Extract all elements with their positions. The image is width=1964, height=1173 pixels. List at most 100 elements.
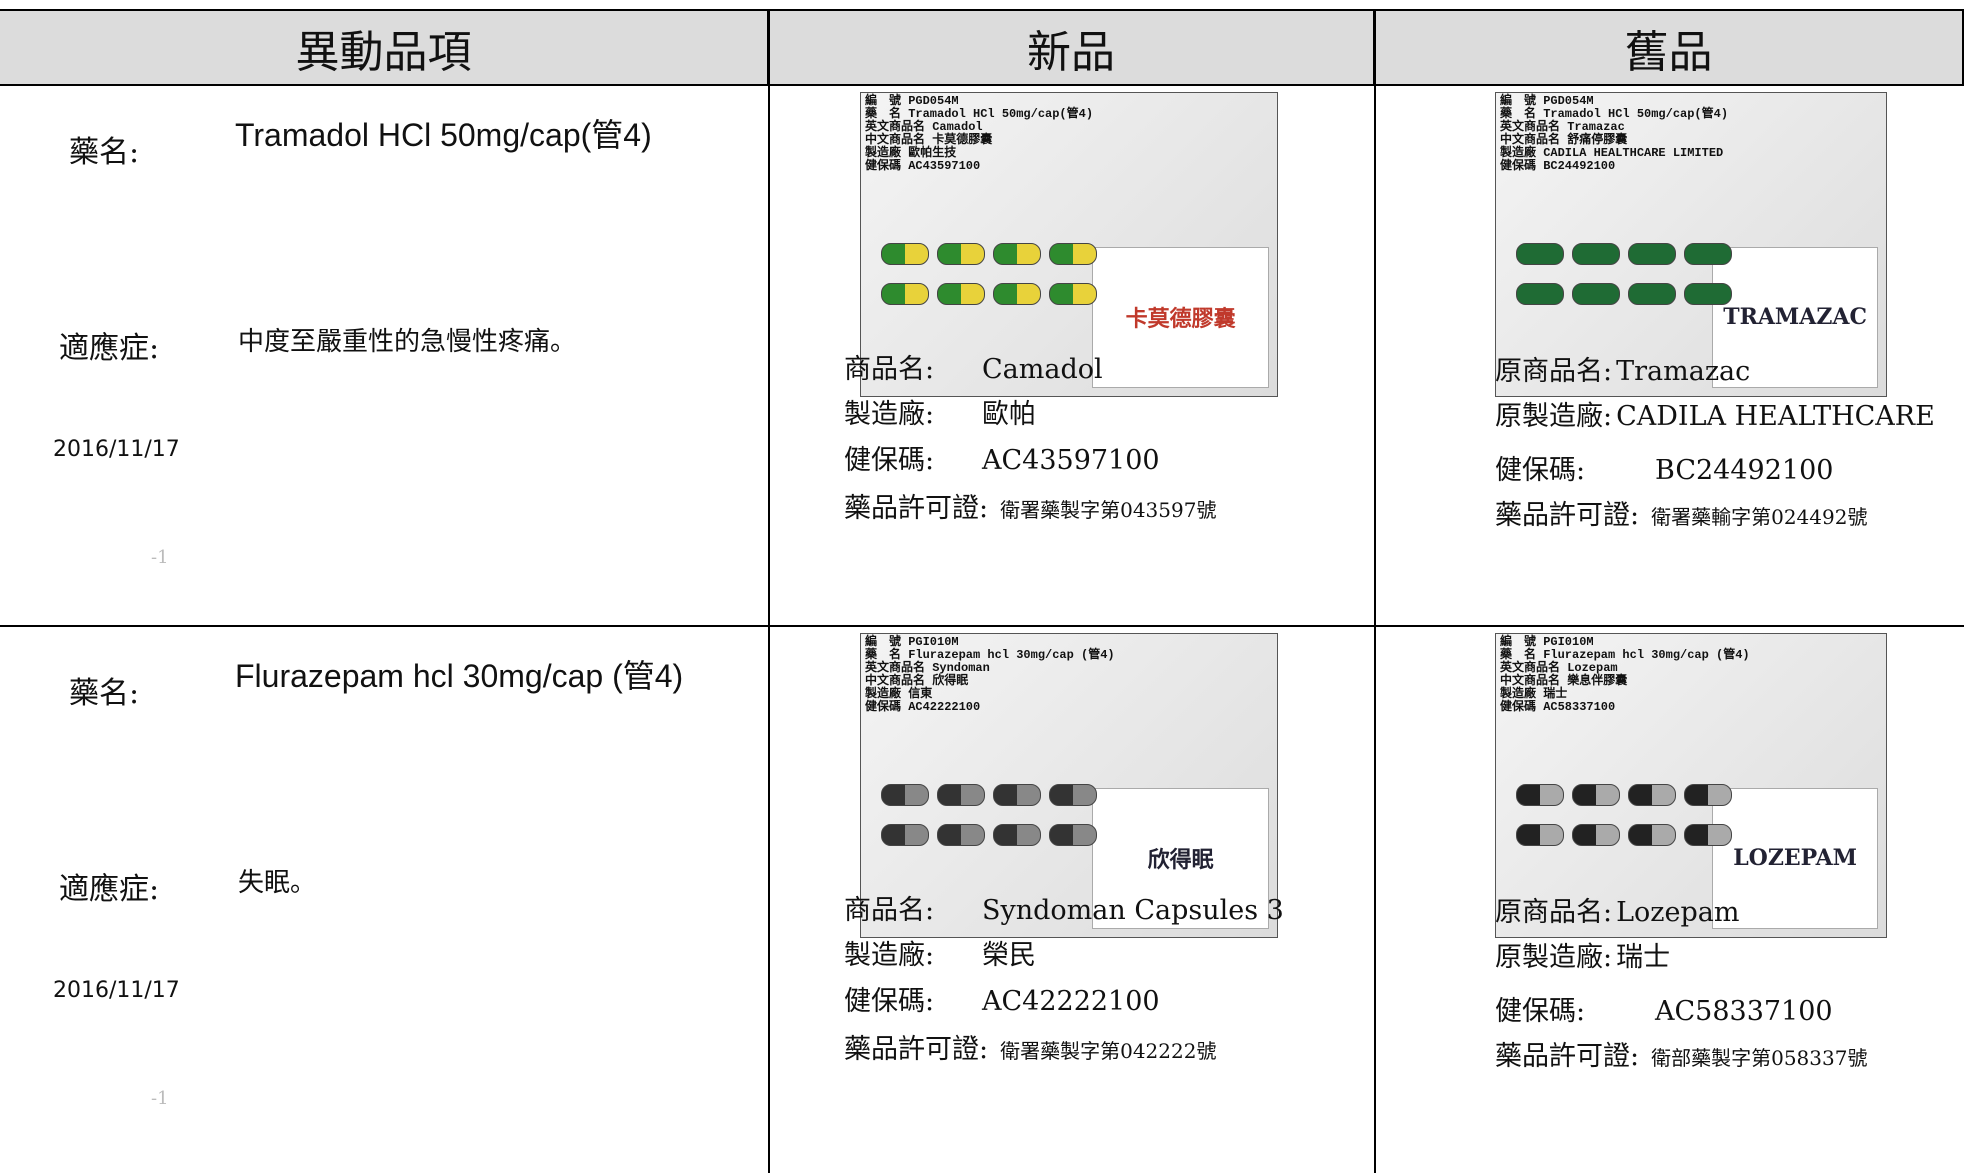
name-label: 藥名: <box>69 135 140 170</box>
field-label: 原製造廠: <box>1495 942 1613 973</box>
photo-label-line: 健保碼 AC43597100 <box>865 159 981 173</box>
capsule <box>1628 824 1676 846</box>
photo-label-line: 製造廠 信東 <box>865 687 933 701</box>
field-label: 藥品許可證: <box>844 493 989 524</box>
rule <box>0 9 1964 11</box>
field-label: 藥品許可證: <box>1495 500 1640 531</box>
field-value: 衛署藥製字第042222號 <box>1000 1039 1217 1063</box>
box-text: 欣得眠 <box>1092 787 1269 929</box>
drug-photo: 編 號 PGI010M 藥 名 Flurazepam hcl 30mg/cap (… <box>1495 633 1887 938</box>
field: 商品名: Camadol <box>844 347 1103 386</box>
field: 原製造廠: 瑞士 <box>1495 935 1670 974</box>
field-label: 商品名: <box>844 354 935 385</box>
column-header: 異動品項 <box>0 11 769 85</box>
photo-label: 編 號 PGI010M 藥 名 Flurazepam hcl 30mg/cap (… <box>1500 636 1750 714</box>
photo-label-line: 藥 名 Tramadol HCl 50mg/cap(管4) <box>1500 107 1729 121</box>
field-value: Camadol <box>982 354 1103 385</box>
indication-label: 適應症: <box>59 331 160 366</box>
photo-label: 編 號 PGI010M 藥 名 Flurazepam hcl 30mg/cap (… <box>865 636 1115 714</box>
photo-label-line: 英文商品名 Syndoman <box>865 661 990 675</box>
capsule <box>937 283 985 305</box>
capsule <box>1684 283 1732 305</box>
capsule <box>1049 243 1097 265</box>
photo-label-line: 編 號 PGI010M <box>1500 635 1594 649</box>
field: 藥品許可證: 衛署藥輸字第024492號 <box>1495 493 1867 532</box>
date: 2016/11/17 <box>53 437 180 462</box>
photo-label-line: 藥 名 Flurazepam hcl 30mg/cap (管4) <box>1500 648 1750 662</box>
field-value: 衛部藥製字第058337號 <box>1651 1046 1868 1070</box>
capsule <box>1572 784 1620 806</box>
drug-name: Flurazepam hcl 30mg/cap (管4) <box>235 658 684 694</box>
capsule <box>1572 283 1620 305</box>
field-value: CADILA HEALTHCARE <box>1616 401 1935 432</box>
field: 健保碼: AC58337100 <box>1495 989 1833 1028</box>
capsule <box>993 243 1041 265</box>
date: 2016/11/17 <box>53 978 180 1003</box>
field-label: 原製造廠: <box>1495 401 1613 432</box>
field-value: BC24492100 <box>1655 455 1834 486</box>
rule <box>0 625 1964 627</box>
capsule <box>1049 283 1097 305</box>
column-header: 新品 <box>769 11 1375 85</box>
field: 製造廠: 歐帕 <box>844 392 1036 431</box>
capsule <box>993 283 1041 305</box>
capsule <box>1516 283 1564 305</box>
photo-label-line: 藥 名 Tramadol HCl 50mg/cap(管4) <box>865 107 1094 121</box>
box-text: TRAMAZAC <box>1712 246 1878 388</box>
column-rule <box>768 9 770 1173</box>
drug-photo: 編 號 PGD054M 藥 名 Tramadol HCl 50mg/cap(管4)… <box>1495 92 1887 397</box>
photo-label-line: 編 號 PGI010M <box>865 635 959 649</box>
capsule <box>1628 283 1676 305</box>
field: 商品名: Syndoman Capsules 3 <box>844 888 1284 927</box>
field-label: 藥品許可證: <box>844 1034 989 1065</box>
capsule <box>993 824 1041 846</box>
photo-label-line: 編 號 PGD054M <box>865 94 959 108</box>
photo-label-line: 中文商品名 舒痛停膠囊 <box>1500 133 1628 147</box>
photo-label-line: 英文商品名 Tramazac <box>1500 120 1625 134</box>
indication: 失眠。 <box>238 868 317 898</box>
field-label: 原商品名: <box>1495 897 1613 928</box>
field: 健保碼: AC43597100 <box>844 438 1160 477</box>
field: 藥品許可證: 衛署藥製字第042222號 <box>844 1027 1216 1066</box>
field-value: AC58337100 <box>1655 996 1833 1027</box>
box-text: 卡莫德膠囊 <box>1092 246 1269 388</box>
photo-label-line: 編 號 PGD054M <box>1500 94 1594 108</box>
photo-label-line: 藥 名 Flurazepam hcl 30mg/cap (管4) <box>865 648 1115 662</box>
photo-label-line: 中文商品名 樂息伴膠囊 <box>1500 674 1628 688</box>
field: 原商品名: Lozepam <box>1495 890 1739 929</box>
capsule <box>1049 824 1097 846</box>
capsule <box>937 784 985 806</box>
field-value: Lozepam <box>1616 897 1740 928</box>
photo-label-line: 中文商品名 欣得眠 <box>865 674 969 688</box>
indication-label: 適應症: <box>59 872 160 907</box>
capsule <box>1572 824 1620 846</box>
field-value: 歐帕 <box>982 399 1036 430</box>
photo-label: 編 號 PGD054M 藥 名 Tramadol HCl 50mg/cap(管4)… <box>865 95 1093 173</box>
field-label: 健保碼: <box>1495 996 1586 1027</box>
field: 健保碼: AC42222100 <box>844 979 1160 1018</box>
photo-label-line: 製造廠 歐帕生技 <box>865 146 957 160</box>
note: -1 <box>151 1088 169 1109</box>
capsule <box>1628 784 1676 806</box>
capsule <box>881 243 929 265</box>
field-value: AC43597100 <box>982 445 1160 476</box>
capsule <box>881 784 929 806</box>
photo-label-line: 英文商品名 Lozepam <box>1500 661 1618 675</box>
field-label: 商品名: <box>844 895 935 926</box>
field-value: Syndoman Capsules 3 <box>982 895 1284 926</box>
capsule <box>1572 243 1620 265</box>
indication: 中度至嚴重性的急慢性疼痛。 <box>238 327 577 357</box>
note: -1 <box>151 547 169 568</box>
column-rule <box>1374 9 1376 1173</box>
capsule <box>937 824 985 846</box>
field: 原商品名: Tramazac <box>1495 349 1750 388</box>
photo-label-line: 健保碼 AC42222100 <box>865 700 981 714</box>
photo-label-line: 英文商品名 Camadol <box>865 120 983 134</box>
field-value: AC42222100 <box>982 986 1160 1017</box>
drug-name: Tramadol HCl 50mg/cap(管4) <box>235 117 652 153</box>
capsule <box>1684 824 1732 846</box>
field-value: 榮民 <box>982 940 1036 971</box>
photo-label-line: 健保碼 AC58337100 <box>1500 700 1616 714</box>
box-text: LOZEPAM <box>1712 787 1878 929</box>
capsule <box>1516 243 1564 265</box>
